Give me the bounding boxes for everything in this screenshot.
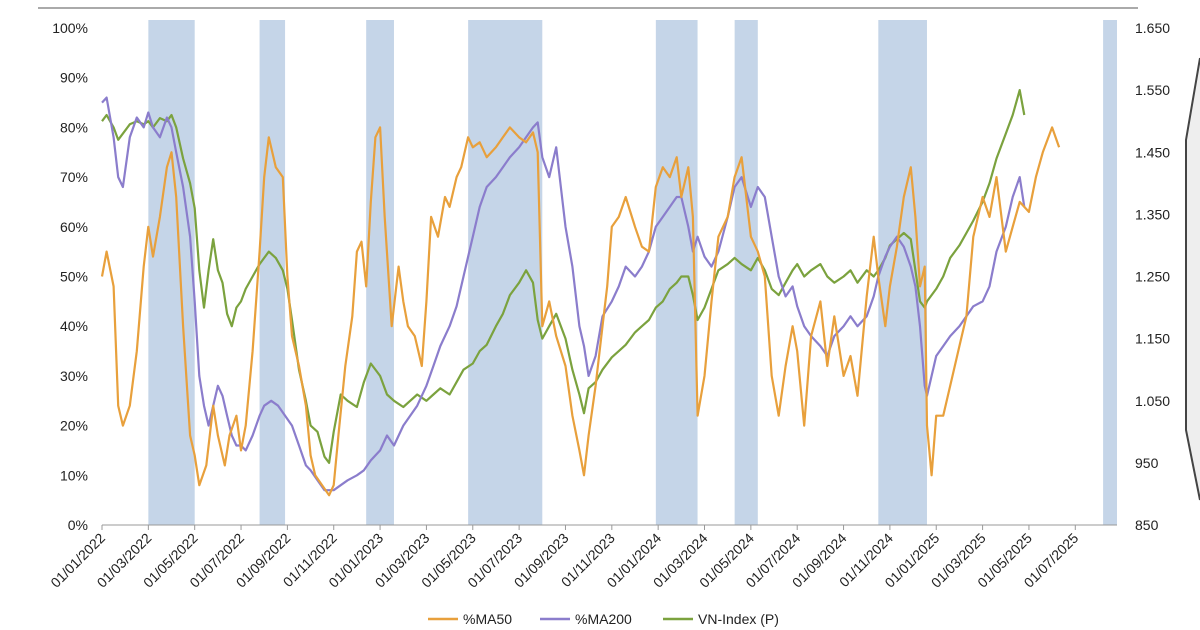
shaded-period-8 — [1103, 20, 1117, 525]
shaded-period-4 — [468, 20, 543, 525]
shaded-period-2 — [259, 20, 286, 525]
right-tick-label: 1.450 — [1135, 144, 1170, 160]
legend-label: %MA200 — [575, 611, 632, 627]
shaded-period-1 — [148, 20, 195, 525]
right-edge-shadow — [1185, 57, 1200, 501]
series-lines — [100, 89, 1061, 497]
right-tick-label: 1.550 — [1135, 82, 1170, 98]
left-tick-label: 20% — [60, 418, 88, 434]
series-line--ma200 — [101, 96, 1026, 492]
left-tick-label: 80% — [60, 119, 88, 135]
right-tick-label: 1.150 — [1135, 331, 1170, 347]
shaded-periods — [148, 20, 1117, 525]
series-line--ma50 — [100, 126, 1061, 497]
right-tick-label: 950 — [1135, 455, 1159, 471]
right-tick-label: 1.250 — [1135, 269, 1170, 285]
right-y-axis: 850 950 1.050 1.150 1.250 1.350 1.450 1.550 1.65… — [1135, 20, 1170, 533]
right-tick-label: 850 — [1135, 517, 1159, 533]
right-edge-decoration — [1186, 58, 1200, 500]
left-tick-label: 10% — [60, 467, 88, 483]
left-tick-label: 60% — [60, 219, 88, 235]
x-axis: 01/01/202201/03/202201/05/202201/07/2022… — [47, 525, 1082, 591]
shaded-period-5 — [655, 20, 698, 525]
left-tick-label: 40% — [60, 318, 88, 334]
left-tick-label: 100% — [52, 20, 88, 36]
right-tick-label: 1.650 — [1135, 20, 1170, 36]
shaded-period-6 — [734, 20, 758, 525]
legend-label: %MA50 — [463, 611, 512, 627]
series-line-vn-index-p — [101, 89, 1026, 464]
left-tick-label: 70% — [60, 169, 88, 185]
legend-label: VN-Index (P) — [698, 611, 779, 627]
legend: %MA50 %MA200 VN-Index (P) — [428, 611, 779, 627]
right-tick-label: 1.350 — [1135, 206, 1170, 222]
left-tick-label: 50% — [60, 269, 88, 285]
left-tick-label: 0% — [68, 517, 88, 533]
left-tick-label: 90% — [60, 70, 88, 86]
left-tick-label: 30% — [60, 368, 88, 384]
right-tick-label: 1.050 — [1135, 393, 1170, 409]
left-y-axis: 0% 10% 20% 30% 40% 50% 60% 70% 80% 90% 100% — [52, 20, 88, 533]
